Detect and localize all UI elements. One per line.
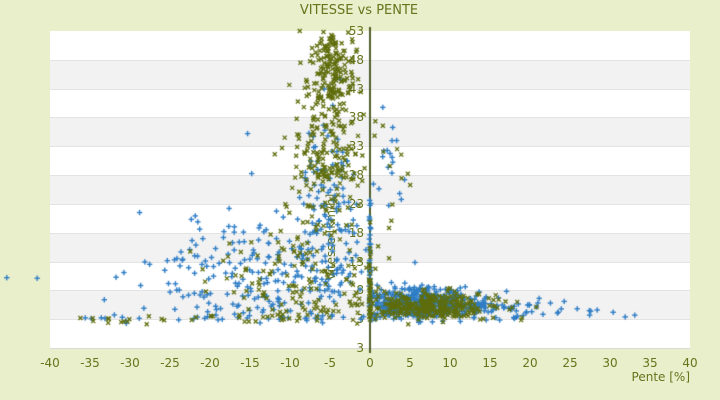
chart-title: VITESSE vs PENTE: [299, 3, 419, 18]
